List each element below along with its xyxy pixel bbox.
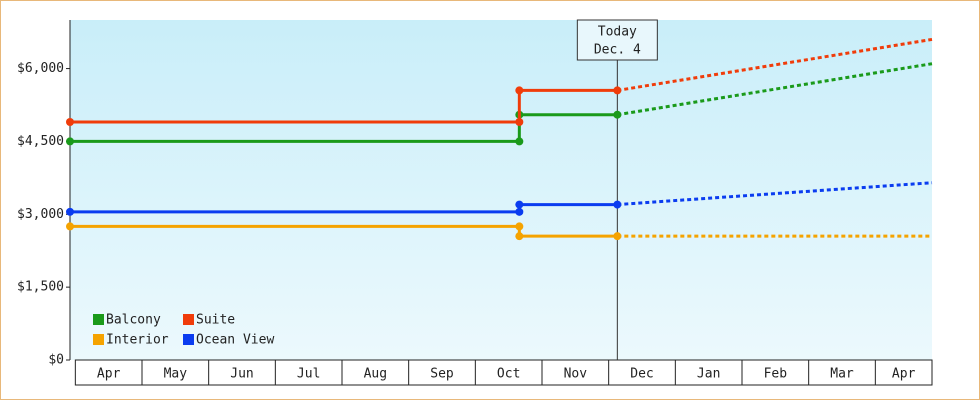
legend-swatch: [183, 314, 194, 325]
legend-swatch: [183, 334, 194, 345]
point: [613, 86, 622, 95]
point: [515, 207, 524, 216]
legend-swatch: [93, 314, 104, 325]
point: [613, 232, 622, 241]
x-tick-label: Nov: [564, 367, 588, 382]
point: [515, 200, 524, 209]
y-tick-label: $4,500: [17, 134, 64, 149]
x-tick-label: Jun: [230, 367, 253, 382]
point: [515, 137, 524, 146]
x-tick-label: Jul: [297, 367, 320, 382]
x-tick-label: Mar: [830, 367, 854, 382]
legend-swatch: [93, 334, 104, 345]
plot-area: [70, 20, 932, 360]
x-tick-label: Jan: [697, 367, 720, 382]
point: [66, 137, 74, 146]
point: [515, 118, 524, 126]
series-line: [70, 224, 618, 238]
point: [613, 110, 622, 119]
series-line: [70, 88, 618, 124]
annotation: Dec. 4: [594, 43, 641, 58]
x-axis-band: [74, 359, 933, 386]
legend-label: Interior: [106, 333, 169, 348]
x-tick-label: Apr: [97, 367, 121, 382]
y-tick-label: $1,500: [17, 280, 64, 295]
point: [515, 232, 524, 241]
y-tick-label: $3,000: [17, 207, 64, 222]
point: [613, 200, 622, 209]
y-tick-label: $6,000: [17, 61, 64, 76]
point: [66, 222, 74, 231]
annotation-box: [576, 19, 658, 61]
series-line: [70, 113, 618, 143]
x-tick-label: Oct: [497, 367, 520, 382]
point: [515, 222, 524, 231]
point: [515, 86, 524, 95]
legend-label: Suite: [196, 313, 235, 328]
forecast-line: [617, 181, 933, 207]
x-tick-label: May: [164, 367, 188, 382]
point: [66, 118, 74, 126]
x-tick-label: Sep: [430, 367, 454, 382]
point: [66, 207, 74, 216]
legend-label: Ocean View: [196, 333, 274, 348]
legend-label: Balcony: [106, 313, 161, 328]
annotation: Today: [598, 25, 637, 40]
x-tick-label: Dec: [630, 367, 653, 382]
y-tick-label: $0: [48, 353, 64, 368]
x-tick-label: Aug: [364, 367, 387, 382]
x-tick-label: Feb: [764, 367, 788, 382]
x-tick-label: Apr: [892, 367, 916, 382]
